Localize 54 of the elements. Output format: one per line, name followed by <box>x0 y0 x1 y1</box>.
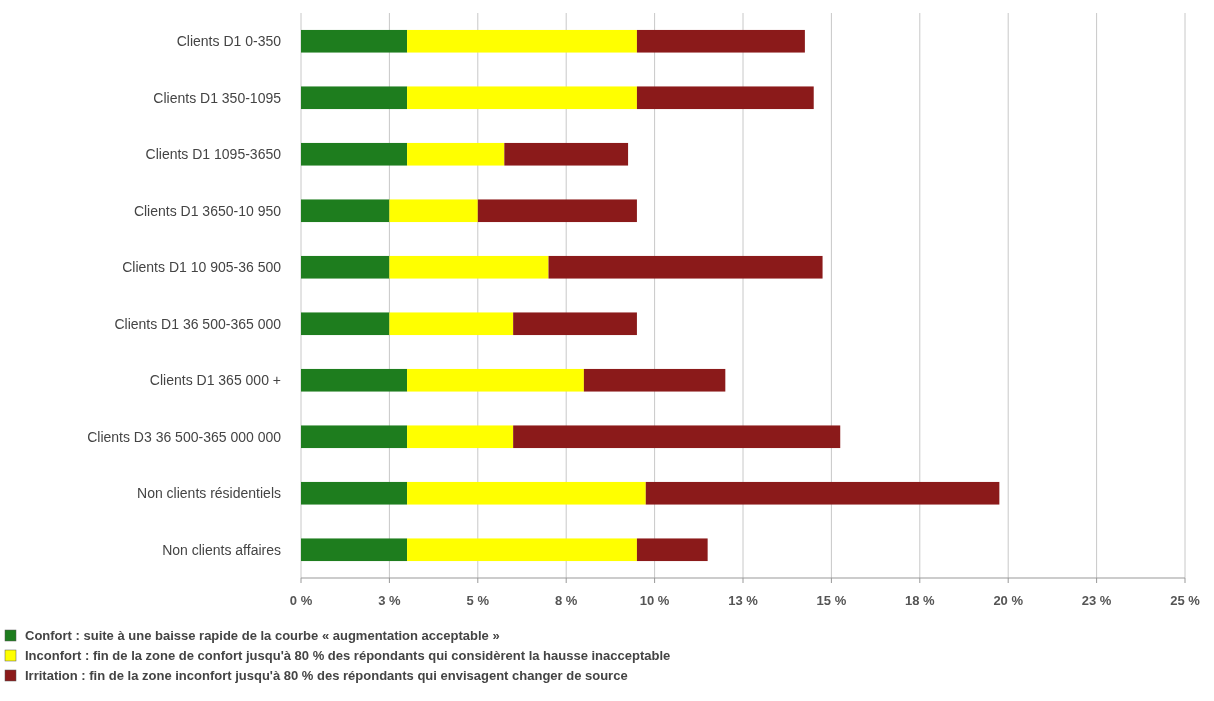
bar <box>407 86 637 110</box>
x-tick-label: 10 % <box>639 593 670 608</box>
bar <box>636 86 814 110</box>
bar <box>301 312 390 336</box>
y-tick-label: Clients D1 365 000 + <box>149 372 281 389</box>
bar <box>301 29 408 53</box>
bar <box>513 425 841 449</box>
x-tick-label: 20 % <box>993 593 1024 608</box>
bar <box>477 199 637 223</box>
legend-label: Inconfort : fin de la zone de confort jusqu'à 80 % des répondants qui considèrent la hausse inacceptable <box>25 648 671 663</box>
x-tick-label: 3 % <box>378 593 402 608</box>
y-tick-label: Clients D1 3650-10 950 <box>133 202 282 219</box>
bar <box>513 312 637 336</box>
y-tick-label: Clients D3 36 500-365 000 000 <box>87 428 282 445</box>
bar <box>636 538 708 562</box>
bar <box>389 312 514 336</box>
bar <box>407 425 514 449</box>
y-tick-label: Clients D1 1095-3650 <box>145 146 282 163</box>
x-tick-label: 13 % <box>728 593 759 608</box>
bar <box>407 481 646 505</box>
y-tick-label: Clients D1 36 500-365 000 <box>114 315 282 332</box>
x-tick-label: 23 % <box>1081 593 1112 608</box>
y-tick-label: Clients D1 0-350 <box>176 33 282 50</box>
bar <box>389 199 478 223</box>
x-tick-label: 0 % <box>289 593 313 608</box>
bar <box>645 481 1000 505</box>
bar <box>301 538 408 562</box>
bar <box>301 425 408 449</box>
bar <box>407 142 505 166</box>
x-tick-label: 18 % <box>904 593 936 608</box>
x-tick-label: 15 % <box>816 593 847 608</box>
bar <box>407 368 584 392</box>
y-tick-label: Clients D1 350-1095 <box>153 89 282 106</box>
bar <box>301 481 408 505</box>
bar <box>301 255 390 279</box>
bar <box>301 142 408 166</box>
bar <box>583 368 726 392</box>
y-tick-label: Clients D1 10 905-36 500 <box>122 259 282 276</box>
bar <box>636 29 805 53</box>
bar <box>301 199 390 223</box>
x-tick-label: 25 % <box>1170 593 1201 608</box>
bar <box>504 142 629 166</box>
bar <box>301 368 408 392</box>
bar <box>548 255 823 279</box>
bar <box>389 255 549 279</box>
legend-label: Confort : suite à une baisse rapide de la courbe « augmentation acceptable » <box>25 628 500 643</box>
x-tick-label: 8 % <box>555 593 578 608</box>
bar <box>407 538 637 562</box>
y-tick-label: Non clients résidentiels <box>137 485 281 502</box>
x-tick-label: 5 % <box>466 593 490 608</box>
bar <box>407 29 637 53</box>
y-tick-label: Non clients affaires <box>162 541 281 558</box>
legend-label: Irritation : fin de la zone inconfort jusqu'à 80 % des répondants qui envisagent changer de source <box>25 668 628 683</box>
bar <box>301 86 408 110</box>
